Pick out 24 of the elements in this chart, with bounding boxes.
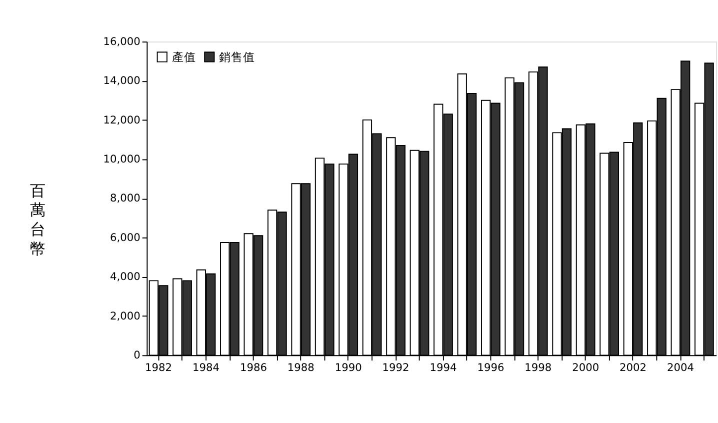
x-tick-label: 1998 — [524, 361, 552, 374]
y-tick-label: 2,000 — [110, 309, 141, 322]
x-tick-label: 1982 — [145, 361, 172, 374]
y-tick-label: 8,000 — [110, 192, 141, 205]
x-tick-label: 1990 — [334, 361, 362, 374]
y-tick-label: 4,000 — [110, 270, 141, 284]
y-tick-label: 14,000 — [103, 74, 141, 88]
legend-label: 銷售值 — [219, 50, 256, 64]
x-tick-label: 1996 — [477, 361, 504, 374]
x-tick-label: 1984 — [192, 361, 220, 374]
x-tick-label: 2004 — [666, 361, 694, 374]
x-tick-label: 1994 — [430, 361, 457, 374]
x-tick-label: 1988 — [287, 361, 315, 374]
x-tick-label: 2000 — [572, 361, 600, 374]
y-tick-label: 0 — [134, 348, 141, 362]
legend-label: 產值 — [172, 50, 196, 64]
x-tick-label: 1992 — [382, 361, 410, 374]
y-tick-label: 12,000 — [103, 113, 141, 126]
x-tick-label: 2002 — [620, 361, 647, 374]
y-tick-label: 16,000 — [103, 34, 141, 48]
y-tick-label: 6,000 — [110, 230, 141, 244]
y-axis-title: 百萬台幣 — [30, 182, 46, 258]
x-tick-label: 1986 — [240, 361, 268, 374]
y-tick-label: 10,000 — [103, 152, 141, 166]
